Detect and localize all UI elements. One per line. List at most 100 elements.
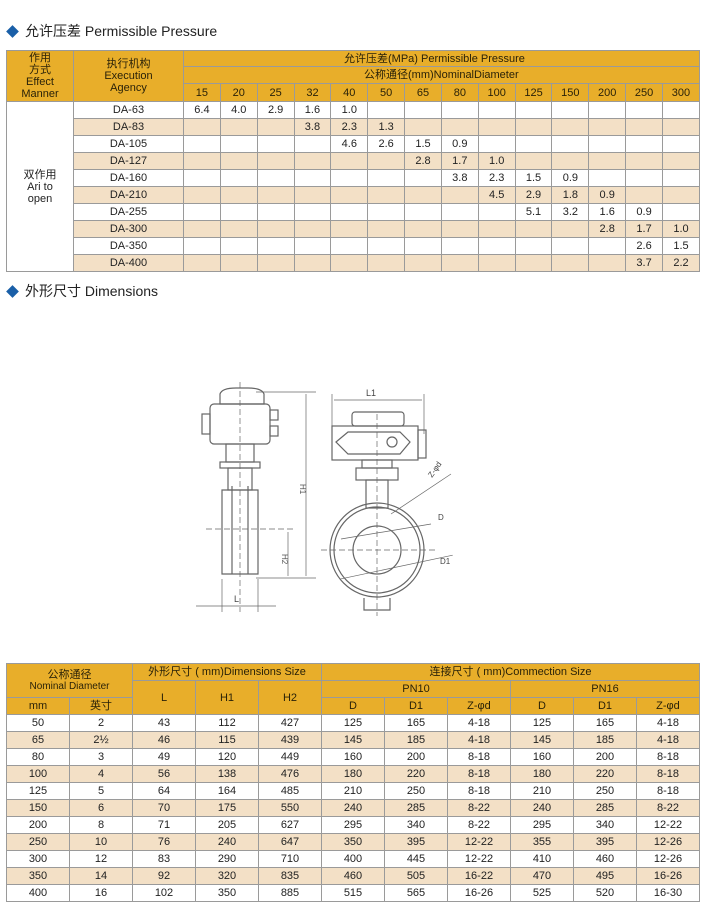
nominal-cn: 公称通径 (47, 668, 92, 681)
pressure-cell (551, 135, 590, 153)
header-diameter: 80 (440, 83, 479, 102)
dimension-cell: 340 (573, 816, 637, 834)
pressure-cell (404, 101, 442, 119)
table-row: 125 5 64 164 485 210 250 8-18 210 250 8-18 (6, 782, 700, 800)
agency-header-line: Execution (104, 70, 153, 82)
header-pn16-d1: D1 (573, 697, 637, 715)
dimension-cell: 355 (510, 833, 574, 851)
label-h1: H1 (298, 484, 307, 495)
pressure-cell (588, 169, 627, 187)
pressure-cell (183, 220, 221, 238)
dimension-cell: 49 (132, 748, 196, 766)
pressure-cell (183, 254, 221, 272)
pressure-cell (330, 254, 369, 272)
pressure-cell: 5.1 (514, 203, 553, 221)
pressure-cell (514, 254, 553, 272)
dimension-cell: 400 (321, 850, 385, 868)
dimension-cell: 240 (195, 833, 259, 851)
header-diameter: 150 (551, 83, 590, 102)
diamond-bullet-icon (6, 284, 19, 298)
pressure-cell: 2.8 (588, 220, 627, 238)
pressure-cell (625, 135, 663, 153)
pressure-cell: 3.8 (440, 169, 479, 187)
agency-header-line: Agency (110, 82, 147, 94)
pressure-cell: 1.7 (440, 152, 479, 170)
effect-header-line: Manner (21, 88, 59, 100)
label-h2: H2 (280, 554, 289, 565)
pressure-cell: 1.6 (588, 203, 627, 221)
pressure-cell (514, 220, 553, 238)
pressure-cell (588, 101, 627, 119)
header-diameter: 15 (183, 83, 221, 102)
dimension-cell: 8-18 (447, 765, 511, 783)
pressure-cell (440, 186, 479, 204)
dimension-cell: 485 (258, 782, 322, 800)
dimension-cell: 3 (69, 748, 133, 766)
pressure-cell (404, 118, 442, 136)
dimension-cell: 710 (258, 850, 322, 868)
dimension-cell: 410 (510, 850, 574, 868)
pressure-cell (404, 220, 442, 238)
pressure-cell (293, 186, 332, 204)
permissible-pressure-table: 作用 方式 Effect Manner 执行机构 Execution Agency 允许压差(… (6, 50, 701, 272)
agency-header-line: 执行机构 (106, 58, 151, 70)
pressure-cell (293, 169, 332, 187)
dimension-cell: 8-18 (447, 748, 511, 766)
pressure-cell (477, 203, 516, 221)
valve-side-view (196, 382, 316, 612)
pressure-cell (404, 237, 442, 255)
pressure-cell (219, 203, 258, 221)
pressure-cell (625, 152, 663, 170)
effect-header-line: Effect (26, 76, 54, 88)
pressure-cell: 0.9 (588, 186, 627, 204)
pressure-cell: 1.6 (293, 101, 332, 119)
dimension-cell: 70 (132, 799, 196, 817)
effect-header-line: 作用 (29, 52, 51, 64)
dimension-cell: 100 (6, 765, 70, 783)
dimension-cell: 400 (6, 884, 70, 902)
pressure-cell (183, 203, 221, 221)
table-row: 350 14 92 320 835 460 505 16-22 470 495 16-26 (6, 867, 700, 885)
dimension-cell: 460 (321, 867, 385, 885)
pressure-cell (440, 254, 479, 272)
pressure-cell (551, 152, 590, 170)
pressure-cell (625, 186, 663, 204)
header-mm: mm (6, 697, 70, 715)
dimension-cell: 160 (510, 748, 574, 766)
dimension-cell: 6 (69, 799, 133, 817)
table-row: DA-255 5.1 3.2 1.6 0.9 (7, 203, 701, 221)
pressure-cell (330, 152, 369, 170)
pressure-cell (183, 118, 221, 136)
dimension-cell: 112 (195, 714, 259, 732)
dimension-cell: 340 (384, 816, 448, 834)
dimension-cell: 470 (510, 867, 574, 885)
pressure-cell (588, 237, 627, 255)
dimension-cell: 8-22 (636, 799, 700, 817)
pressure-cell (367, 169, 406, 187)
pressure-cell (219, 254, 258, 272)
dimension-cell: 250 (573, 782, 637, 800)
pressure-cell: 0.9 (625, 203, 663, 221)
pressure-cell (625, 169, 663, 187)
dimension-cell: 145 (510, 731, 574, 749)
dimension-cell: 250 (384, 782, 448, 800)
dimension-cell: 65 (6, 731, 70, 749)
section-title-dimensions: 外形尺寸 Dimensions (6, 281, 158, 301)
dimension-cell: 8-18 (447, 782, 511, 800)
pressure-cell (219, 135, 258, 153)
dimension-cell: 520 (573, 884, 637, 902)
effect-line: Ari to (27, 180, 53, 193)
pressure-cell (625, 118, 663, 136)
dimension-cell: 240 (321, 799, 385, 817)
pressure-cell (477, 254, 516, 272)
dimension-cell: 627 (258, 816, 322, 834)
dimension-cell: 4 (69, 765, 133, 783)
valve-dimension-drawing: H1 H2 L L1 D D1 Z-φd (196, 382, 453, 616)
table-row: DA-105 4.6 2.6 1.5 0.9 (7, 135, 701, 153)
pressure-cell (588, 135, 627, 153)
dimension-cell: 4-18 (636, 731, 700, 749)
pressure-cell (256, 135, 295, 153)
header-diameter: 125 (514, 83, 553, 102)
model-cell: DA-127 (73, 152, 184, 170)
pressure-cell: 1.5 (404, 135, 442, 153)
